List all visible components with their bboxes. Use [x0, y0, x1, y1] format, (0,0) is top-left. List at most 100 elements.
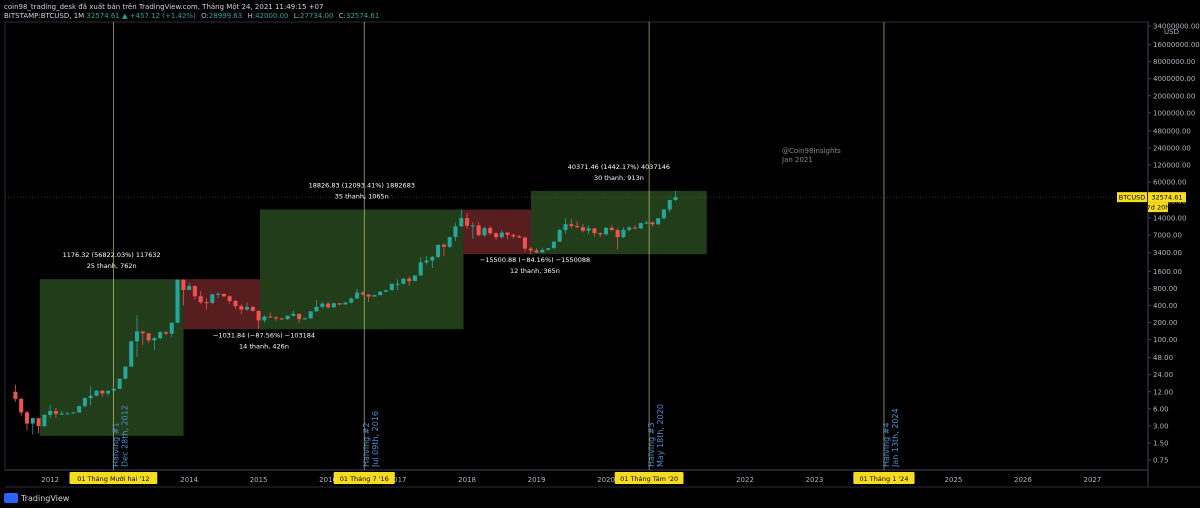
x-tick-label: 2016	[319, 476, 337, 484]
candle-body	[557, 230, 562, 242]
candle-body	[488, 228, 493, 234]
candle-body	[331, 303, 336, 308]
gain-zone-5	[530, 190, 707, 255]
candle-body	[262, 316, 267, 321]
candle-body	[453, 226, 458, 238]
candle-body	[297, 313, 302, 320]
candle-body	[250, 306, 255, 311]
candle-body	[470, 225, 475, 227]
candle-body	[36, 418, 41, 427]
candle-body	[563, 224, 568, 231]
symbol-badge-label: BTCUSD	[1119, 194, 1145, 202]
candle-body	[534, 250, 539, 253]
y-tick-label: 2000000.00	[1153, 92, 1195, 100]
candle-body	[615, 230, 620, 238]
candle-body	[343, 302, 348, 305]
candle-body	[505, 232, 510, 235]
y-tick-label: 1.50	[1153, 439, 1169, 447]
candle-body	[424, 260, 429, 263]
candle-body	[123, 366, 128, 379]
candle-body	[360, 292, 365, 295]
x-axis-ticks: 2012 2014 2015 2016 2017 2018 2019 2020 2022 2023…	[41, 476, 1101, 484]
candle-body	[59, 413, 64, 415]
tradingview-logo[interactable]: TradingView	[4, 493, 69, 503]
candle-body	[192, 286, 197, 297]
candle-body	[65, 413, 70, 415]
zone-label-change: 40371.46 (1442.17%) 4037146	[568, 163, 670, 171]
candle-body	[227, 296, 232, 301]
candle-body	[638, 223, 643, 229]
zone-label-change: −1031.84 (−87.56%) −103184	[213, 331, 315, 339]
symbol-legend[interactable]: BITSTAMP:BTCUSD, 1M 32574.61 ▲ +457.12 (…	[4, 12, 379, 20]
symbol-badge	[1117, 192, 1147, 203]
candle-body	[314, 306, 319, 312]
candles	[13, 190, 678, 435]
candle-body	[146, 333, 151, 341]
candle-body	[436, 244, 441, 257]
candle-body	[204, 302, 209, 304]
candle-body	[551, 241, 556, 249]
candle-body	[268, 316, 273, 318]
halving-axis-badge	[614, 472, 684, 484]
candle-body	[175, 279, 180, 323]
y-axis-ticks: 34000000.00 16000000.00 8000000.00 4000000.…	[1148, 23, 1200, 465]
y-tick-label: 1600.00	[1153, 268, 1182, 276]
y-tick-label: 14000.00	[1153, 214, 1186, 222]
candle-body	[291, 313, 296, 316]
candle-body	[412, 275, 417, 281]
zone-label-bars: 25 thanh, 762n	[87, 262, 137, 270]
plot-area	[4, 21, 1149, 471]
candle-body	[447, 237, 452, 247]
candle-body	[302, 318, 307, 320]
halving-title: Halving #1	[111, 422, 120, 467]
y-tick-label: 4000000.00	[1153, 75, 1195, 83]
candle-body	[355, 292, 360, 299]
candle-body	[111, 388, 116, 391]
y-tick-label: 200.00	[1153, 319, 1178, 327]
candle-body	[459, 218, 464, 227]
candle-body	[42, 414, 47, 427]
y-tick-label: 120000.00	[1153, 162, 1191, 170]
gain-zone-1	[39, 279, 184, 436]
candle-body	[592, 228, 597, 234]
candle-body	[441, 244, 446, 247]
candle-body	[522, 237, 527, 249]
y-tick-label: 480000.00	[1153, 127, 1191, 135]
candle-body	[569, 224, 574, 226]
x-tick-label: 2026	[1014, 476, 1032, 484]
candle-body	[48, 410, 53, 415]
candle-body	[609, 227, 614, 231]
loss-zone-4	[463, 209, 531, 255]
gain-zone-3	[260, 209, 464, 330]
candle-body	[337, 303, 342, 305]
halving-title: Halving #3	[647, 422, 656, 467]
candle-body	[575, 225, 580, 228]
candle-body	[30, 418, 35, 424]
y-tick-label: 12.00	[1153, 388, 1173, 396]
open-label: O:	[201, 12, 209, 20]
candle-body	[407, 278, 412, 281]
candle-body	[273, 317, 279, 319]
candle-body	[94, 390, 99, 396]
candle-body	[580, 227, 585, 231]
y-tick-label: 240000.00	[1153, 144, 1191, 152]
y-tick-label: 8000000.00	[1153, 58, 1195, 66]
candle-body	[106, 390, 111, 394]
candle-body	[401, 278, 406, 284]
candle-body	[210, 294, 215, 303]
zone-label-change: −15500.88 (−84.16%) −1550088	[480, 256, 590, 264]
candle-body	[482, 228, 487, 236]
halving-axis-badge	[69, 472, 158, 484]
y-tick-label: 24.00	[1153, 371, 1173, 379]
price-badge-label: 32574.61	[1151, 194, 1182, 202]
halving-title: Halving #2	[362, 422, 371, 467]
countdown-label: 7d 20h	[1147, 204, 1170, 212]
x-tick-label: 2019	[528, 476, 546, 484]
symbol-name[interactable]: BITSTAMP:BTCUSD, 1M	[4, 12, 85, 20]
candle-body	[163, 332, 169, 334]
candle-body	[627, 227, 632, 230]
halving-axis-badge	[853, 472, 915, 484]
zone-label-bars: 35 thanh, 1065n	[335, 193, 389, 201]
